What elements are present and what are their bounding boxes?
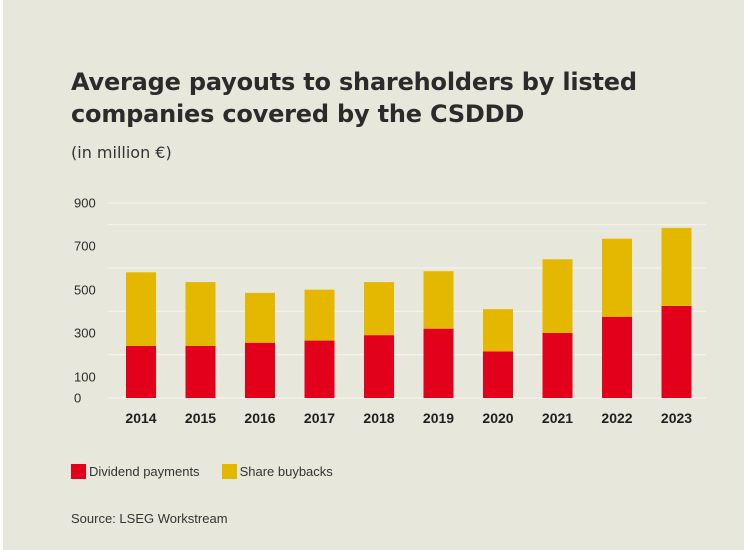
- x-tick-label: 2020: [482, 410, 513, 426]
- bar-dividends-2017: [304, 340, 335, 398]
- bar-dividends-2020: [483, 351, 513, 398]
- y-tick-label: 100: [74, 370, 96, 385]
- source-note: Source: LSEG Workstream: [71, 511, 228, 526]
- legend-swatch-buybacks: [221, 464, 237, 479]
- bar-dividends-2015: [185, 345, 216, 398]
- x-tick-label: 2022: [601, 410, 632, 426]
- bar-buybacks-2022: [602, 238, 632, 317]
- bar-dividends-2018: [364, 335, 394, 398]
- legend-item-dividends: Dividend payments: [71, 464, 200, 479]
- bar-buybacks-2020: [483, 309, 513, 352]
- bar-buybacks-2017: [304, 289, 335, 341]
- legend-label-buybacks: Share buybacks: [239, 464, 333, 479]
- chart-title: Average payouts to shareholders by liste…: [71, 68, 637, 128]
- x-tick-label: 2015: [185, 410, 216, 426]
- bar-dividends-2019: [423, 328, 454, 398]
- x-tick-label: 2019: [423, 410, 454, 426]
- bar-buybacks-2021: [542, 259, 573, 333]
- y-axis-ticks: 0 100 300 500 700 900: [74, 196, 96, 406]
- bars: [126, 227, 692, 398]
- x-tick-label: 2016: [244, 410, 275, 426]
- bar-dividends-2022: [602, 316, 632, 398]
- bar-dividends-2014: [126, 345, 156, 398]
- legend-label-dividends: Dividend payments: [89, 464, 200, 479]
- y-tick-label: 300: [74, 326, 96, 341]
- y-tick-label: 700: [74, 239, 96, 254]
- x-tick-label: 2023: [661, 410, 692, 426]
- legend: Dividend payments Share buybacks: [71, 464, 355, 479]
- bar-dividends-2021: [542, 332, 573, 398]
- bar-buybacks-2016: [245, 292, 275, 343]
- y-tick-label: 0: [74, 391, 81, 406]
- legend-item-buybacks: Share buybacks: [221, 464, 333, 479]
- bar-buybacks-2014: [126, 272, 156, 346]
- x-tick-label: 2014: [125, 410, 156, 426]
- bar-buybacks-2015: [185, 282, 216, 346]
- x-tick-label: 2018: [363, 410, 394, 426]
- bar-buybacks-2023: [661, 227, 692, 306]
- bar-buybacks-2019: [423, 271, 454, 329]
- y-tick-label: 900: [74, 196, 96, 211]
- bar-buybacks-2018: [364, 282, 394, 336]
- y-tick-label: 500: [74, 283, 96, 298]
- bar-dividends-2016: [245, 342, 275, 398]
- legend-swatch-dividends: [71, 464, 86, 479]
- chart-subtitle: (in million €): [71, 143, 172, 162]
- x-tick-label: 2021: [542, 410, 573, 426]
- x-tick-label: 2017: [304, 410, 335, 426]
- x-axis-ticks: 2014 2015 2016 2017 2018 2019 2020 2021 2022 2023: [125, 410, 692, 426]
- bar-dividends-2023: [661, 305, 692, 398]
